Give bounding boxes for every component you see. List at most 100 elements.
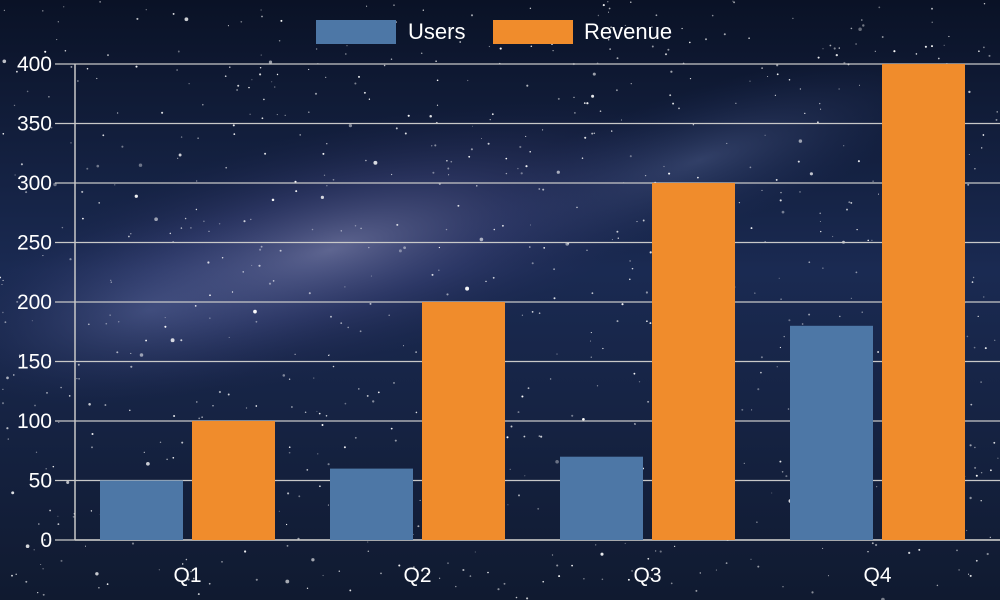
star	[178, 153, 182, 157]
star	[271, 81, 273, 83]
star	[871, 239, 873, 241]
star	[344, 286, 346, 288]
star	[14, 174, 16, 176]
star	[978, 50, 980, 53]
star	[850, 27, 853, 30]
star	[611, 130, 613, 132]
star	[858, 84, 861, 86]
star	[332, 365, 335, 368]
star	[584, 136, 587, 139]
star	[589, 340, 592, 342]
star	[616, 230, 619, 233]
star	[966, 335, 969, 338]
star	[110, 281, 113, 283]
star	[983, 46, 985, 49]
y-tick-label: 200	[17, 291, 52, 314]
star	[218, 390, 221, 394]
star	[2, 388, 4, 391]
star	[517, 411, 520, 414]
star	[139, 353, 144, 357]
star	[590, 356, 592, 358]
star	[480, 137, 483, 140]
star	[542, 188, 545, 191]
star	[11, 574, 13, 577]
star	[390, 58, 393, 60]
star	[164, 317, 166, 319]
star	[338, 570, 341, 572]
star	[689, 77, 692, 80]
star	[822, 48, 824, 50]
star	[523, 435, 526, 438]
star	[177, 50, 180, 53]
star	[642, 219, 645, 222]
star	[315, 48, 318, 50]
star	[372, 400, 375, 403]
star	[610, 26, 612, 29]
star	[57, 523, 60, 526]
star	[180, 227, 183, 229]
star	[42, 10, 44, 12]
star	[479, 237, 484, 242]
star	[70, 65, 73, 68]
star	[616, 320, 619, 323]
x-tick-label: Q1	[173, 564, 201, 587]
star	[681, 27, 683, 30]
star	[196, 401, 198, 403]
star	[278, 510, 280, 512]
star	[822, 267, 824, 269]
star	[838, 47, 840, 49]
star	[445, 228, 448, 231]
y-tick-label: 50	[29, 470, 52, 493]
star	[974, 168, 976, 170]
y-tick-label: 350	[17, 113, 52, 136]
star	[487, 142, 490, 145]
star	[396, 223, 399, 226]
star	[197, 137, 199, 139]
star	[327, 463, 330, 466]
star	[261, 117, 264, 120]
star	[190, 227, 192, 229]
star	[688, 41, 691, 44]
star	[177, 157, 179, 159]
star	[248, 86, 250, 89]
star	[822, 547, 824, 549]
star	[829, 44, 832, 47]
star	[261, 15, 263, 18]
star	[601, 578, 604, 581]
star	[760, 371, 762, 374]
star	[649, 576, 651, 579]
star	[40, 564, 42, 565]
star	[390, 173, 393, 176]
star	[557, 97, 560, 100]
star	[781, 471, 784, 473]
star	[287, 492, 290, 495]
star	[184, 17, 189, 22]
star	[325, 415, 328, 417]
star	[253, 309, 257, 314]
star	[542, 129, 544, 131]
star	[749, 166, 752, 169]
star	[146, 461, 150, 466]
star	[308, 292, 311, 295]
star	[573, 96, 575, 99]
star	[647, 400, 650, 403]
star	[602, 4, 605, 7]
star	[316, 410, 318, 412]
y-tick-label: 150	[17, 351, 52, 374]
star	[227, 25, 229, 27]
star	[290, 406, 293, 408]
star	[255, 405, 258, 407]
star	[417, 525, 420, 528]
star	[526, 597, 529, 600]
star	[872, 180, 874, 183]
star	[438, 269, 440, 271]
star	[757, 565, 760, 568]
star	[286, 523, 288, 526]
star	[117, 321, 120, 323]
star	[87, 323, 90, 326]
star	[72, 515, 75, 518]
star	[240, 20, 243, 23]
star	[231, 291, 234, 293]
star	[649, 322, 652, 325]
star	[893, 50, 896, 53]
